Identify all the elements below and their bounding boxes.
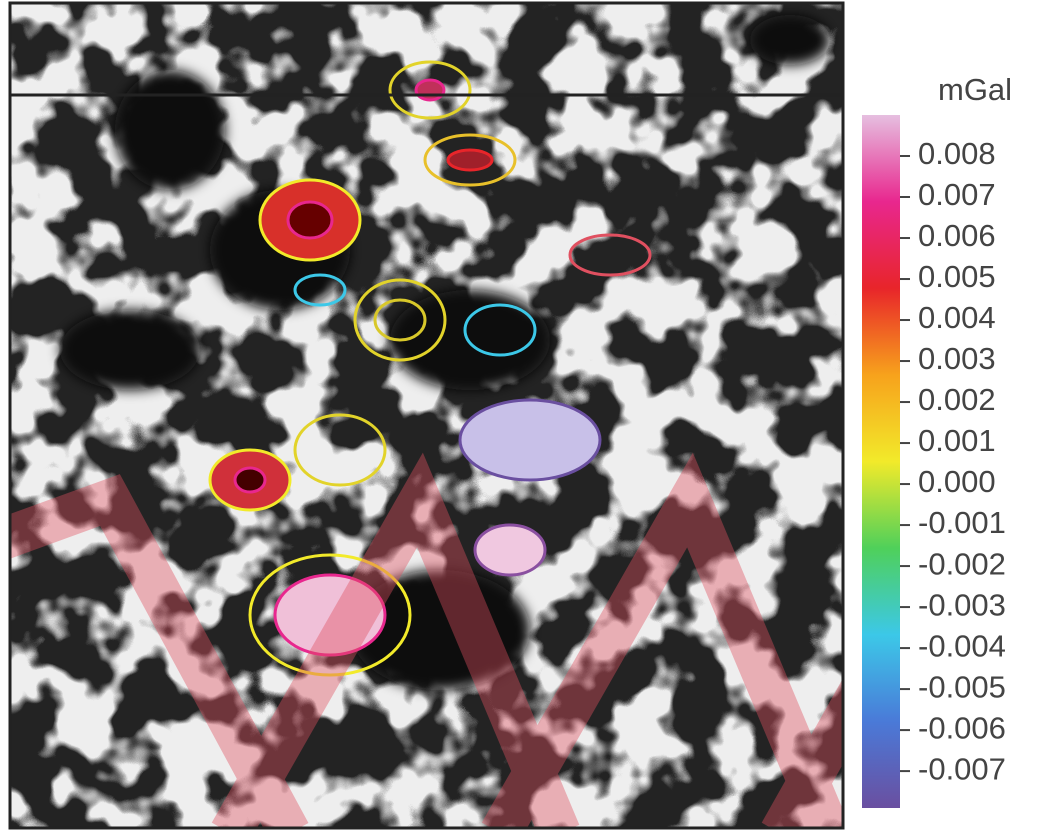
colorbar-tick-label: 0.006 <box>918 218 996 253</box>
colorbar-tick-label: -0.007 <box>918 751 1006 786</box>
colorbar-tick-label: 0.003 <box>918 341 996 376</box>
colorbar-tick-label: -0.004 <box>918 628 1006 663</box>
colorbar-tick-label: 0.000 <box>918 464 996 499</box>
colorbar-tick-label: 0.008 <box>918 136 996 171</box>
map <box>10 3 843 828</box>
colorbar-tick-label: 0.001 <box>918 423 996 458</box>
colorbar-tick-label: -0.005 <box>918 669 1006 704</box>
colorbar-tick-label: -0.002 <box>918 546 1006 581</box>
colorbar-tick-label: -0.003 <box>918 587 1006 622</box>
colorbar-ticks: 0.008 0.007 0.006 0.005 0.004 0.003 0.002 0.001… <box>900 136 1006 786</box>
colorbar-tick-label: 0.005 <box>918 259 996 294</box>
colorbar-tick-label: -0.006 <box>918 710 1006 745</box>
colorbar-tick-label: 0.004 <box>918 300 996 335</box>
colorbar <box>862 115 900 808</box>
colorbar-tick-label: 0.007 <box>918 177 996 212</box>
contours <box>208 60 652 677</box>
colorbar-tick-label: 0.002 <box>918 382 996 417</box>
watermark <box>10 452 843 828</box>
colorbar-label: mGal <box>938 72 1012 107</box>
map-frame <box>8 1 845 830</box>
colorbar-tick-label: -0.001 <box>918 505 1006 540</box>
